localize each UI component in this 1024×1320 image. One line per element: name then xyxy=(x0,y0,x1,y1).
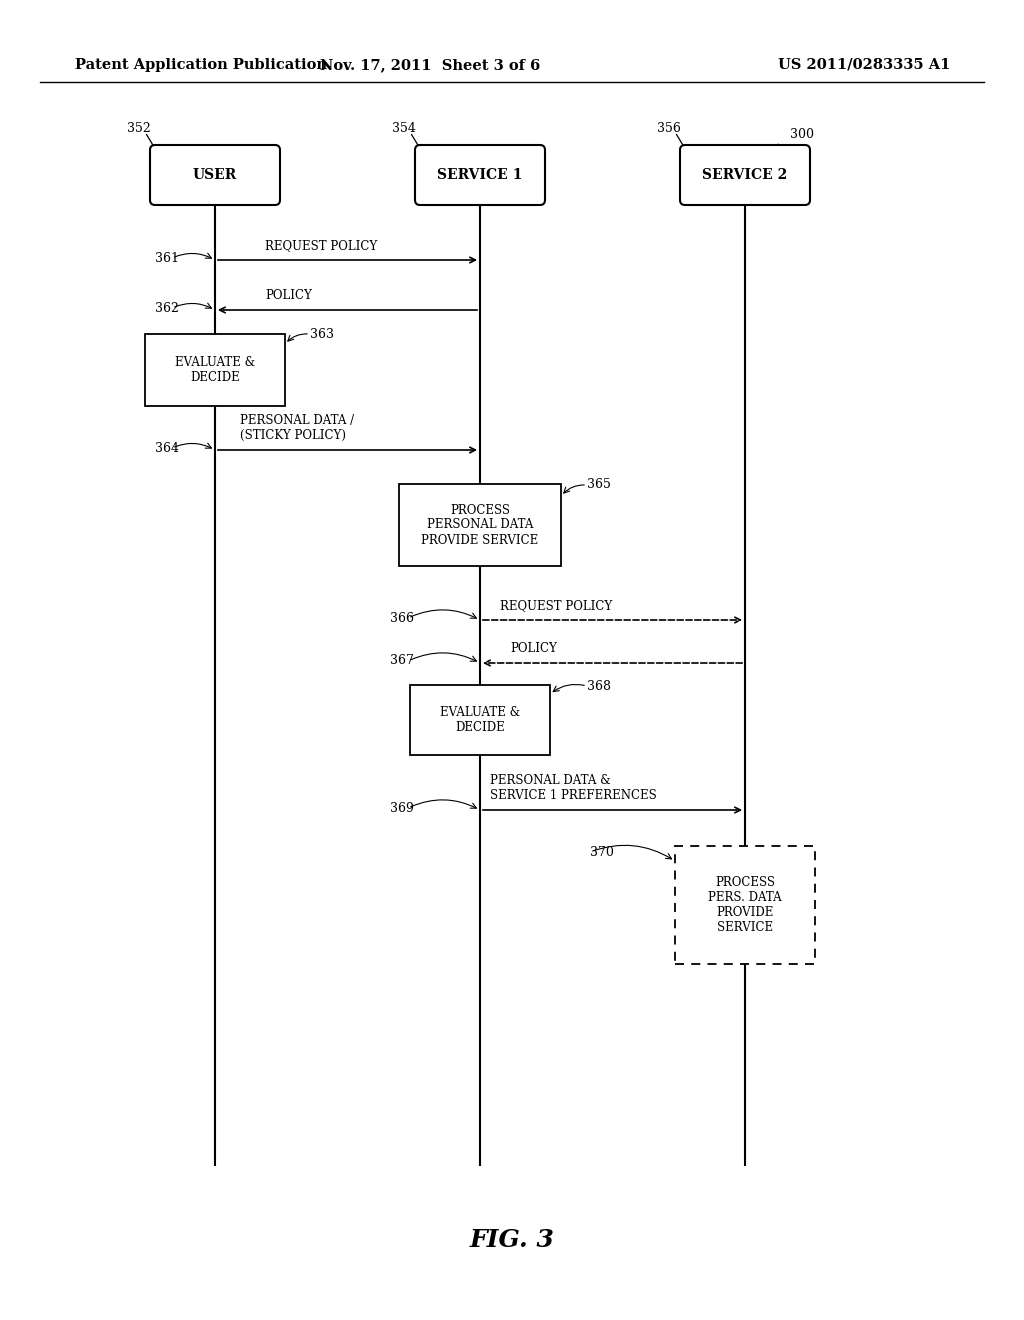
Text: 366: 366 xyxy=(390,611,414,624)
Text: 356: 356 xyxy=(657,121,681,135)
Text: Patent Application Publication: Patent Application Publication xyxy=(75,58,327,73)
Text: POLICY: POLICY xyxy=(510,642,557,655)
Text: SERVICE 2: SERVICE 2 xyxy=(702,168,787,182)
Text: PROCESS
PERS. DATA
PROVIDE
SERVICE: PROCESS PERS. DATA PROVIDE SERVICE xyxy=(709,876,781,935)
FancyBboxPatch shape xyxy=(415,145,545,205)
Text: EVALUATE &
DECIDE: EVALUATE & DECIDE xyxy=(440,706,520,734)
Text: REQUEST POLICY: REQUEST POLICY xyxy=(265,239,377,252)
Text: REQUEST POLICY: REQUEST POLICY xyxy=(500,599,612,612)
Text: 354: 354 xyxy=(392,121,416,135)
Text: SERVICE 1: SERVICE 1 xyxy=(437,168,522,182)
FancyBboxPatch shape xyxy=(680,145,810,205)
Text: 363: 363 xyxy=(310,327,334,341)
Text: 367: 367 xyxy=(390,655,414,668)
FancyBboxPatch shape xyxy=(399,484,561,566)
FancyBboxPatch shape xyxy=(410,685,550,755)
Text: 362: 362 xyxy=(155,301,179,314)
Text: PERSONAL DATA /
(STICKY POLICY): PERSONAL DATA / (STICKY POLICY) xyxy=(240,414,354,442)
Text: POLICY: POLICY xyxy=(265,289,312,302)
Text: 352: 352 xyxy=(127,121,151,135)
Text: 300: 300 xyxy=(790,128,814,141)
FancyBboxPatch shape xyxy=(675,846,815,964)
FancyBboxPatch shape xyxy=(150,145,280,205)
Text: Nov. 17, 2011  Sheet 3 of 6: Nov. 17, 2011 Sheet 3 of 6 xyxy=(319,58,540,73)
Text: 368: 368 xyxy=(587,680,611,693)
FancyBboxPatch shape xyxy=(145,334,285,407)
Text: 364: 364 xyxy=(155,441,179,454)
Text: EVALUATE &
DECIDE: EVALUATE & DECIDE xyxy=(175,356,255,384)
Text: US 2011/0283335 A1: US 2011/0283335 A1 xyxy=(777,58,950,73)
Text: 365: 365 xyxy=(587,479,611,491)
Text: USER: USER xyxy=(193,168,238,182)
Text: 369: 369 xyxy=(390,801,414,814)
Text: PERSONAL DATA &
SERVICE 1 PREFERENCES: PERSONAL DATA & SERVICE 1 PREFERENCES xyxy=(490,774,656,803)
Text: 361: 361 xyxy=(155,252,179,264)
Text: PROCESS
PERSONAL DATA
PROVIDE SERVICE: PROCESS PERSONAL DATA PROVIDE SERVICE xyxy=(421,503,539,546)
Text: 370: 370 xyxy=(590,846,613,858)
Text: FIG. 3: FIG. 3 xyxy=(470,1228,554,1251)
